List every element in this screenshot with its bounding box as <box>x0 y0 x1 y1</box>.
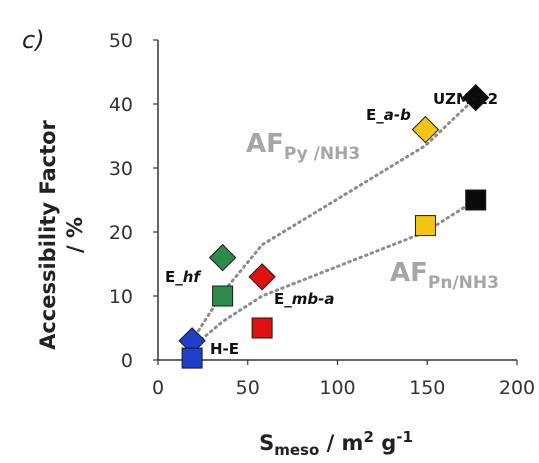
x-tick-label: 50 <box>236 377 260 399</box>
x-title-rest: / m <box>319 431 363 455</box>
point-label-prefix: E_ <box>366 106 384 124</box>
x-axis-title: Smeso / m2 g-1 <box>259 428 413 459</box>
square-marker <box>414 215 436 237</box>
af-pn-annotation: AFPn/NH3 <box>390 258 499 293</box>
panel-label: c) <box>22 26 45 54</box>
point-label: E_a-b <box>366 106 411 124</box>
af-py-sub: Py /NH3 <box>284 144 360 164</box>
square-marker <box>251 317 273 339</box>
y-tick-label: 40 <box>109 94 133 116</box>
diamond-marker <box>248 263 276 291</box>
y-axis-title: Accessibility Factor / % <box>36 119 87 349</box>
x-tick-label: 100 <box>319 377 355 399</box>
diamond-marker <box>208 243 237 272</box>
diamond-marker <box>411 115 440 144</box>
y-tick-label: 30 <box>109 158 133 180</box>
point-label-prefix: E_ <box>274 290 292 308</box>
x-tick-label: 200 <box>499 377 535 399</box>
y-tick-label: 0 <box>121 350 133 372</box>
trendline-py <box>190 96 478 343</box>
point-label-italic: mb-a <box>292 290 335 308</box>
point-label: UZM-12 <box>433 90 498 108</box>
square-marker <box>465 189 487 211</box>
axes: 0 50 100 150 200 0 10 20 30 40 50 <box>109 30 535 399</box>
point-label: H-E <box>210 340 239 358</box>
point-label: E_mb-a <box>274 290 334 308</box>
x-title-sup2: -1 <box>396 428 413 446</box>
y-tick-label: 50 <box>109 30 133 52</box>
x-tick-label: 0 <box>152 377 164 399</box>
x-title-main: S <box>259 431 274 455</box>
x-title-mid: g <box>374 431 396 455</box>
diamond-marker <box>462 83 490 112</box>
y-axis-title-line2: / % <box>63 217 87 253</box>
x-tick-label: 150 <box>409 377 445 399</box>
point-label-italic: hf <box>183 268 203 286</box>
square-marker <box>181 347 203 369</box>
trendline-pn <box>190 198 478 349</box>
point-label-italic: a-b <box>384 106 411 124</box>
af-pn-main: AF <box>390 258 428 288</box>
point-label: E_hf <box>165 268 202 286</box>
trendlines <box>190 96 478 349</box>
x-title-sup1: 2 <box>363 428 373 446</box>
y-tick-label: 20 <box>109 222 133 244</box>
af-pn-sub: Pn/NH3 <box>428 273 499 293</box>
af-py-annotation: AFPy /NH3 <box>246 129 360 164</box>
af-py-main: AF <box>246 129 284 159</box>
markers <box>178 83 490 369</box>
point-labels: UZM-12E_a-bE_hfE_mb-aH-E <box>165 90 498 358</box>
square-marker <box>212 285 234 307</box>
x-title-sub: meso <box>274 441 319 459</box>
point-label-prefix: E_ <box>165 268 183 286</box>
y-tick-label: 10 <box>109 286 133 308</box>
y-axis-title-line1: Accessibility Factor <box>36 119 60 349</box>
